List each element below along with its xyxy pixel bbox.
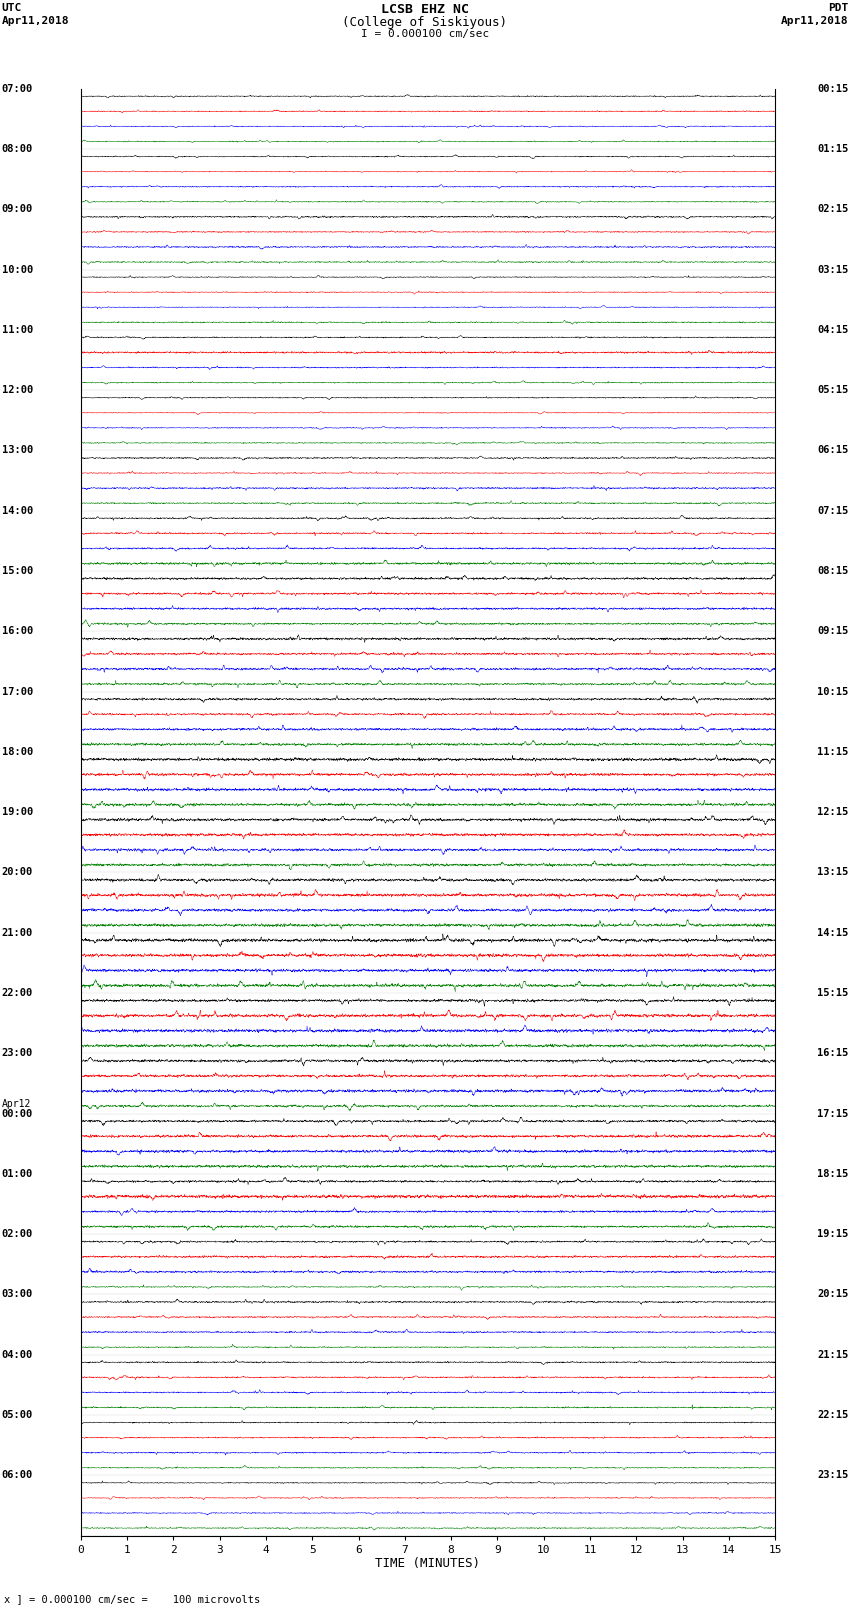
Text: 18:15: 18:15 [817,1169,848,1179]
Text: 16:00: 16:00 [2,626,33,636]
Text: 06:15: 06:15 [817,445,848,455]
Text: 15:15: 15:15 [817,989,848,998]
Text: 08:00: 08:00 [2,144,33,153]
Text: 14:15: 14:15 [817,927,848,937]
Text: 04:00: 04:00 [2,1350,33,1360]
Text: 16:15: 16:15 [817,1048,848,1058]
Text: LCSB EHZ NC: LCSB EHZ NC [381,3,469,16]
Text: 19:00: 19:00 [2,806,33,818]
Text: 13:00: 13:00 [2,445,33,455]
Text: 07:15: 07:15 [817,506,848,516]
Text: 13:15: 13:15 [817,868,848,877]
Text: 22:00: 22:00 [2,989,33,998]
Text: Apr11,2018: Apr11,2018 [2,16,69,26]
Text: 14:00: 14:00 [2,506,33,516]
Text: I = 0.000100 cm/sec: I = 0.000100 cm/sec [361,29,489,39]
Text: 12:00: 12:00 [2,386,33,395]
Text: 09:00: 09:00 [2,205,33,215]
Text: (College of Siskiyous): (College of Siskiyous) [343,16,507,29]
Text: Apr12: Apr12 [2,1098,31,1108]
Text: 12:15: 12:15 [817,806,848,818]
Text: 17:15: 17:15 [817,1108,848,1118]
Text: 23:00: 23:00 [2,1048,33,1058]
Text: 02:00: 02:00 [2,1229,33,1239]
Text: 23:15: 23:15 [817,1471,848,1481]
Text: Apr11,2018: Apr11,2018 [781,16,848,26]
Text: UTC: UTC [2,3,22,13]
Text: x ] = 0.000100 cm/sec =    100 microvolts: x ] = 0.000100 cm/sec = 100 microvolts [4,1594,260,1603]
Text: 20:00: 20:00 [2,868,33,877]
Text: 18:00: 18:00 [2,747,33,756]
Text: 20:15: 20:15 [817,1289,848,1300]
Text: 17:00: 17:00 [2,687,33,697]
Text: 11:00: 11:00 [2,324,33,336]
Text: 19:15: 19:15 [817,1229,848,1239]
Text: 21:00: 21:00 [2,927,33,937]
Text: 15:00: 15:00 [2,566,33,576]
Text: 05:00: 05:00 [2,1410,33,1419]
X-axis label: TIME (MINUTES): TIME (MINUTES) [376,1558,480,1571]
Text: 04:15: 04:15 [817,324,848,336]
Text: 22:15: 22:15 [817,1410,848,1419]
Text: 06:00: 06:00 [2,1471,33,1481]
Text: 00:15: 00:15 [817,84,848,94]
Text: 03:00: 03:00 [2,1289,33,1300]
Text: 10:15: 10:15 [817,687,848,697]
Text: 10:00: 10:00 [2,265,33,274]
Text: 03:15: 03:15 [817,265,848,274]
Text: 02:15: 02:15 [817,205,848,215]
Text: 08:15: 08:15 [817,566,848,576]
Text: 21:15: 21:15 [817,1350,848,1360]
Text: 09:15: 09:15 [817,626,848,636]
Text: 00:00: 00:00 [2,1108,33,1118]
Text: 01:15: 01:15 [817,144,848,153]
Text: 11:15: 11:15 [817,747,848,756]
Text: 07:00: 07:00 [2,84,33,94]
Text: 01:00: 01:00 [2,1169,33,1179]
Text: PDT: PDT [828,3,848,13]
Text: 05:15: 05:15 [817,386,848,395]
